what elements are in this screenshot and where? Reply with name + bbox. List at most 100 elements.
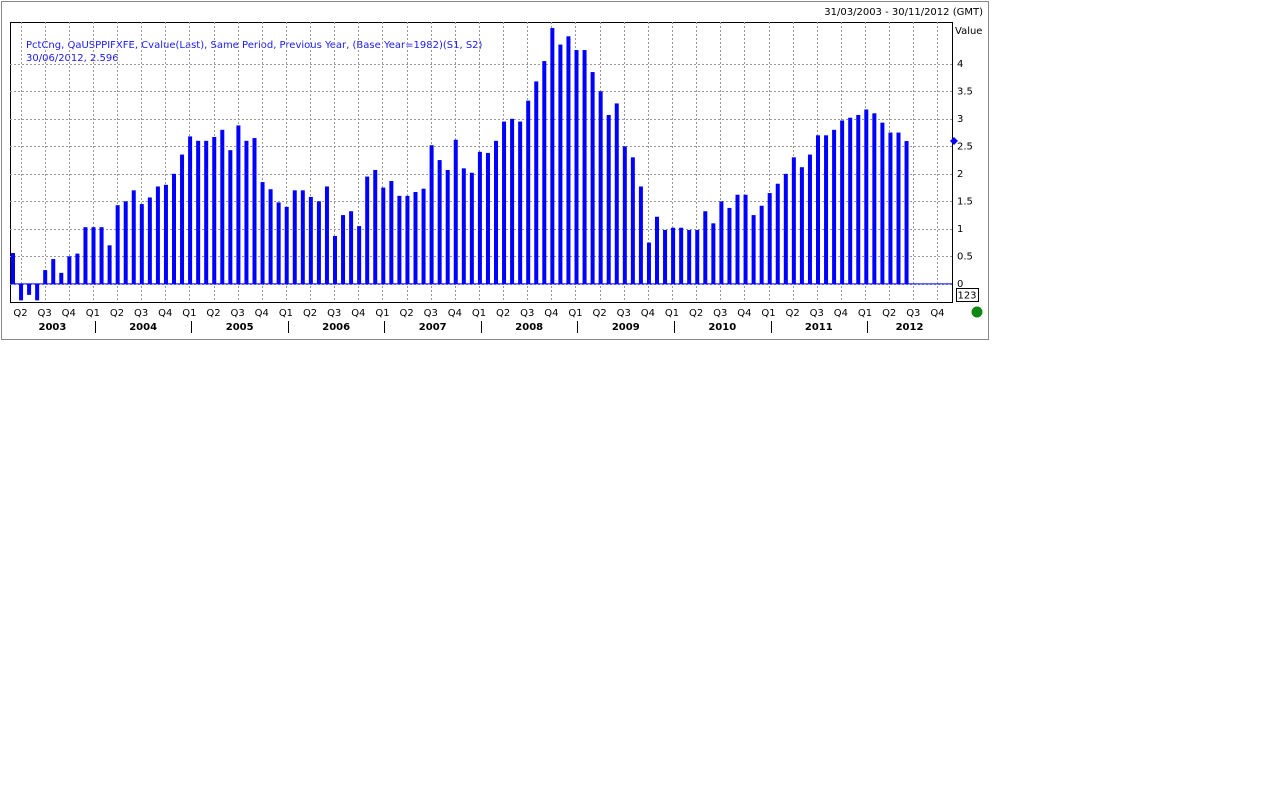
bar [324,186,329,284]
x-tick-label: Q3 [327,308,341,319]
bar [646,242,651,284]
x-tick-label: Q1 [375,308,389,319]
bar [630,157,635,284]
series-label: PctCng, QaUSPPIFXFE, Cvalue(Last), Same … [26,40,483,51]
x-tick-label: Q4 [351,308,365,319]
bar [437,160,442,284]
x-tick-label: Q3 [231,308,245,319]
bar [163,184,168,284]
bar [405,195,410,284]
bar [11,253,15,284]
x-tick-label: Q2 [593,308,607,319]
x-tick-label: Q4 [737,308,751,319]
x-tick-label: Q1 [86,308,100,319]
x-tick-label: Q3 [38,308,52,319]
bar [421,188,426,284]
year-label: 2012 [896,322,924,333]
bar [381,187,386,284]
x-tick-label: Q1 [568,308,582,319]
year-label: 2007 [419,322,447,333]
bar [123,201,128,284]
bar [840,120,845,284]
bar [775,183,780,284]
x-tick-label: Q1 [858,308,872,319]
bar [477,151,482,284]
bar [880,122,885,284]
y-tick-label: 4 [957,59,963,70]
bar [131,190,136,284]
bar [83,227,88,284]
x-tick-label: Q4 [255,308,269,319]
y-tick-label: 0.5 [957,251,973,262]
bar [888,132,893,284]
x-tick-label: Q3 [520,308,534,319]
last-point-label: 30/06/2012, 2.596 [26,53,119,64]
bar [333,235,337,284]
bar [759,205,764,284]
bar [147,197,152,284]
year-label: 2004 [129,322,157,333]
bar [139,204,144,284]
bar [832,129,837,284]
bar [727,207,732,284]
bar [308,196,313,284]
bar [550,28,555,284]
x-tick-label: Q3 [810,308,824,319]
bar [220,129,225,284]
y-tick-label: 3.5 [957,86,973,97]
bar [389,180,394,284]
x-tick-label: Q4 [62,308,76,319]
bar [212,136,217,284]
bar [349,211,354,284]
bar [622,146,627,284]
bar [397,195,402,284]
bar [67,256,72,284]
bar [502,121,507,284]
bar [188,136,193,284]
x-tick-label: Q4 [834,308,848,319]
bar [284,206,289,284]
y-tick-label: 2.5 [957,141,973,152]
x-tick-label: Q3 [134,308,148,319]
bar [816,135,820,284]
bar [783,173,788,284]
bar [107,245,112,284]
bar [469,172,474,284]
x-tick-label: Q3 [424,308,438,319]
x-tick-label: Q2 [689,308,703,319]
x-tick-label: Q1 [761,308,775,319]
scale-button[interactable] [956,288,979,302]
y-tick-label: 2 [957,169,963,180]
bar [373,169,378,284]
bar [365,176,370,284]
bar [252,138,257,284]
bar [180,154,185,284]
bar [115,205,120,284]
bar [429,145,434,284]
bar [75,253,80,284]
bar [864,109,869,284]
x-tick-label: Q2 [110,308,124,319]
year-label: 2005 [226,322,254,333]
bar [566,36,571,284]
bar [679,227,684,284]
bar [461,168,466,284]
bar [172,173,176,284]
bar [91,227,96,284]
scale-button-label[interactable]: 123 [957,291,976,302]
bar [445,169,450,284]
bar [655,216,659,284]
y-tick-label: 3 [957,114,963,125]
bar [510,118,515,284]
bar [155,186,160,284]
bar [574,50,579,284]
bar [711,223,716,284]
x-tick-label: Q3 [906,308,920,319]
bar [558,44,563,284]
bar [300,190,305,284]
bar [751,215,756,284]
x-tick-label: Q2 [206,308,220,319]
year-label: 2009 [612,322,640,333]
bar [244,140,249,284]
bar [316,201,321,284]
